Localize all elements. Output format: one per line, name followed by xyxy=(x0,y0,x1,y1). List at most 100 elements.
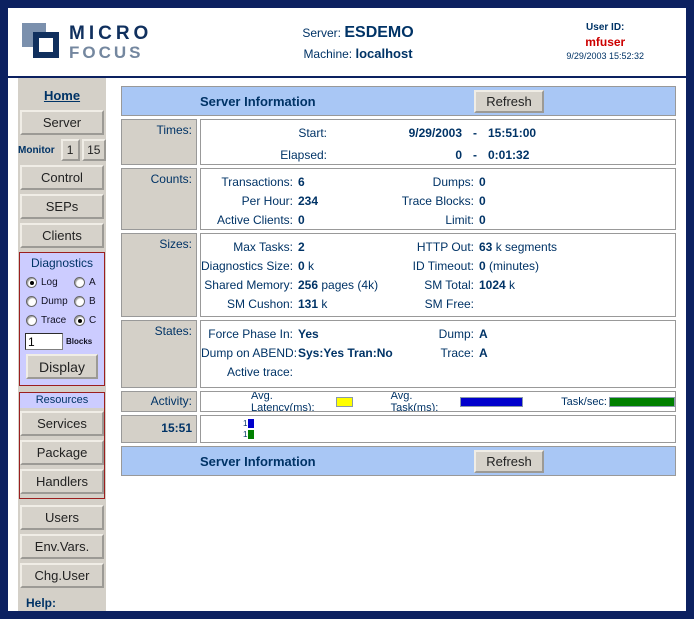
resources-panel: Resources Services Package Handlers xyxy=(19,392,105,499)
envvars-button[interactable]: Env.Vars. xyxy=(20,534,104,559)
timeline-task-sec-bar xyxy=(248,430,255,439)
sm-total-value: 1024 k xyxy=(479,278,516,292)
sm-cushon-value: 131 k xyxy=(298,297,328,311)
dump-state-value: A xyxy=(479,327,488,341)
microfocus-logo: MICRO FOCUS xyxy=(22,19,152,65)
activity-row: Activity: Avg. Latency(ms): Avg. Task(ms… xyxy=(121,391,676,412)
dump-on-abend-value: Sys:Yes Tran:No xyxy=(298,346,393,360)
machine-label: Machine: xyxy=(303,46,353,61)
radio-trace-control[interactable] xyxy=(26,315,37,326)
sidebar-link-home[interactable]: Home xyxy=(43,88,81,103)
limit-value: 0 xyxy=(479,213,486,227)
user-id-value: mfuser xyxy=(585,35,626,49)
monitor-1-button[interactable]: 1 xyxy=(60,139,80,161)
users-button[interactable]: Users xyxy=(20,505,104,530)
radio-a-control[interactable] xyxy=(74,277,85,288)
avg-task-bar xyxy=(460,396,524,407)
sm-free-value xyxy=(474,295,675,314)
seps-button[interactable]: SEPs xyxy=(20,194,104,219)
header-divider xyxy=(8,76,686,78)
logo-text-focus: FOCUS xyxy=(69,42,144,62)
radio-dump[interactable]: Dump xyxy=(26,292,74,311)
sizes-row: Sizes: Max Tasks: 2 HTTP Out: 63 k segme… xyxy=(121,233,676,317)
diagnostics-size-value: 0 k xyxy=(298,259,315,273)
blocks-label: Blocks xyxy=(66,337,93,346)
radio-log[interactable]: Log xyxy=(26,273,74,292)
server-label: Server: xyxy=(302,25,341,40)
services-button[interactable]: Services xyxy=(20,411,104,436)
radio-b-control[interactable] xyxy=(74,296,85,307)
avg-latency-legend-label: Avg. Latency(ms): xyxy=(251,391,315,412)
login-timestamp: 9/29/2003 15:52:32 xyxy=(566,51,644,61)
header: MICRO FOCUS Server: ESDEMO Machine: loca… xyxy=(8,8,686,76)
package-button[interactable]: Package xyxy=(20,440,104,465)
states-label: States: xyxy=(121,320,197,388)
radio-b[interactable]: B xyxy=(74,292,104,311)
diagnostics-panel: Diagnostics Log A Dump xyxy=(19,252,105,386)
activity-legend: Avg. Latency(ms): Avg. Task(ms): Task/se… xyxy=(201,392,675,411)
sizes-label: Sizes: xyxy=(121,233,197,317)
times-row: Times: Start: 9/29/2003 - 15:51:00 Elaps… xyxy=(121,119,676,165)
elapsed-days-value: 0 xyxy=(455,148,462,162)
activity-label: Activity: xyxy=(121,391,197,412)
avg-latency-bar xyxy=(335,396,353,407)
control-button[interactable]: Control xyxy=(20,165,104,190)
radio-a[interactable]: A xyxy=(74,273,104,292)
diagnostics-title: Diagnostics xyxy=(30,256,94,270)
avg-task-legend-label: Avg. Task(ms): xyxy=(390,391,439,412)
user-info: User ID: mfuser 9/29/2003 15:52:32 xyxy=(566,22,644,61)
transactions-value: 6 xyxy=(298,175,305,189)
elapsed-time-value: 0:01:32 xyxy=(488,148,530,162)
blocks-row: Blocks xyxy=(25,333,101,350)
monitor-15-button[interactable]: 15 xyxy=(81,139,106,161)
refresh-button-top[interactable]: Refresh xyxy=(474,90,544,113)
elapsed-time-line: Elapsed: 0 - 0:01:32 xyxy=(201,143,675,164)
active-clients-value: 0 xyxy=(298,213,305,227)
trace-blocks-value: 0 xyxy=(479,194,486,208)
chguser-button[interactable]: Chg.User xyxy=(20,563,104,588)
radio-c-control[interactable] xyxy=(74,315,85,326)
radio-dump-control[interactable] xyxy=(26,296,37,307)
server-button[interactable]: Server xyxy=(20,110,104,135)
logo-text-micro: MICRO xyxy=(69,22,153,44)
monitor-row: Monitor 1 15 xyxy=(18,139,106,161)
display-button[interactable]: Display xyxy=(26,354,98,379)
refresh-button-bottom[interactable]: Refresh xyxy=(474,450,544,473)
max-tasks-value: 2 xyxy=(298,240,305,254)
active-trace-value xyxy=(293,363,383,382)
timeline-time-label: 15:51 xyxy=(121,415,197,443)
server-name: ESDEMO xyxy=(344,23,414,41)
start-time-line: Start: 9/29/2003 - 15:51:00 xyxy=(201,120,675,143)
handlers-button[interactable]: Handlers xyxy=(20,469,104,494)
timeline-row: 15:51 1 1 xyxy=(121,415,676,443)
counts-label: Counts: xyxy=(121,168,197,230)
times-label: Times: xyxy=(121,119,197,165)
dumps-value: 0 xyxy=(479,175,486,189)
radio-trace[interactable]: Trace xyxy=(26,311,74,330)
task-per-sec-bar xyxy=(609,396,675,407)
machine-name: localhost xyxy=(355,45,413,61)
help-section: Help: Menu This Page Contents xyxy=(26,596,106,619)
server-info-footer-bar: Server Information Refresh xyxy=(121,446,676,476)
start-time-value: 15:51:00 xyxy=(488,126,537,140)
monitor-label: Monitor xyxy=(18,144,55,156)
radio-log-control[interactable] xyxy=(26,277,37,288)
resources-title: Resources xyxy=(20,393,104,408)
task-per-sec-legend-label: Task/sec: xyxy=(561,395,607,408)
force-phase-in-value: Yes xyxy=(298,327,319,341)
start-date-value: 9/29/2003 xyxy=(408,126,462,140)
http-out-value: 63 k segments xyxy=(479,240,558,254)
states-row: States: Force Phase In: Yes Dump: A Dump… xyxy=(121,320,676,388)
timeline-task-sec-value: 1 xyxy=(243,430,248,439)
radio-c[interactable]: C xyxy=(74,311,104,330)
server-info-header-bar: Server Information Refresh xyxy=(121,86,676,116)
per-hour-value: 234 xyxy=(298,194,319,208)
blocks-input[interactable] xyxy=(25,333,63,350)
help-title: Help: xyxy=(26,596,56,610)
sidebar: Home Server Monitor 1 15 Control SEPs Cl… xyxy=(18,78,106,611)
help-link-menu[interactable]: Menu xyxy=(36,613,64,619)
timeline-task-ms-value: 1 xyxy=(243,419,248,428)
clients-button[interactable]: Clients xyxy=(20,223,104,248)
footer-title: Server Information xyxy=(200,453,316,469)
